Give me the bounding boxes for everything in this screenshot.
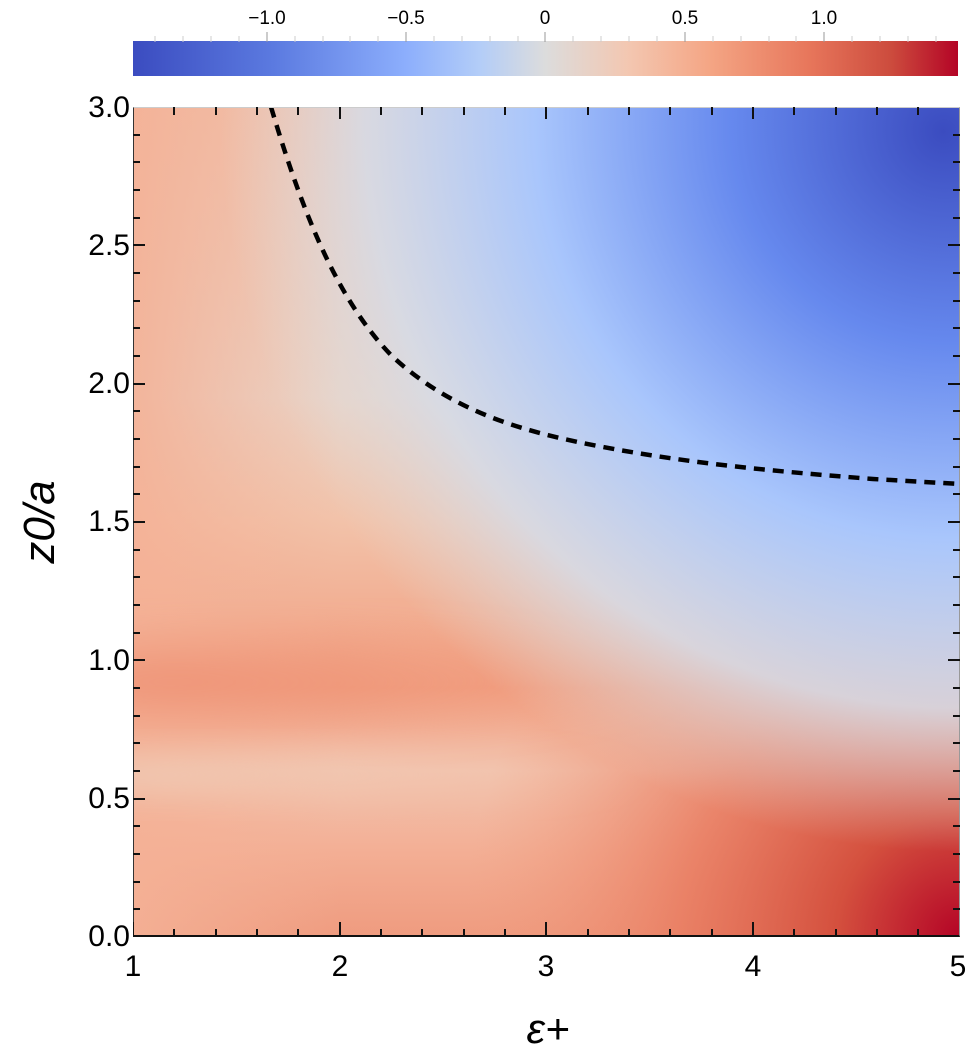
x-tick-label: 4 xyxy=(744,950,762,983)
heatmap-plot-area xyxy=(133,107,960,937)
colorbar-tick-label: −0.5 xyxy=(387,8,425,29)
colorbar-gradient xyxy=(133,41,958,76)
x-axis-label: ε+ xyxy=(526,1005,570,1052)
colorbar-ticks xyxy=(154,32,937,42)
zero-contour-dashed-line xyxy=(268,107,960,487)
colorbar-tick-label: −1.0 xyxy=(248,8,286,29)
y-tick-label: 1.5 xyxy=(88,505,130,538)
y-tick-label: 2.5 xyxy=(88,229,130,262)
x-tick-label: 2 xyxy=(331,950,349,983)
y-axis-label: z0/a xyxy=(15,480,64,564)
x-tick-label: 1 xyxy=(124,950,142,983)
colorbar xyxy=(133,41,958,76)
heatmap-field xyxy=(133,107,960,937)
y-tick-label: 0.0 xyxy=(88,920,130,953)
colorbar-tick-label: 0.5 xyxy=(671,8,699,29)
y-tick-label: 0.5 xyxy=(88,782,130,815)
y-tick-label: 3.0 xyxy=(88,91,130,124)
x-tick-label: 5 xyxy=(949,950,967,983)
x-tick-label: 3 xyxy=(537,950,555,983)
y-tick-label: 1.0 xyxy=(88,644,130,677)
colorbar-tick-label: 1.0 xyxy=(810,8,838,29)
axis-ticks xyxy=(133,107,960,937)
colorbar-tick-label: 0 xyxy=(539,8,551,29)
y-tick-label: 2.0 xyxy=(88,367,130,400)
